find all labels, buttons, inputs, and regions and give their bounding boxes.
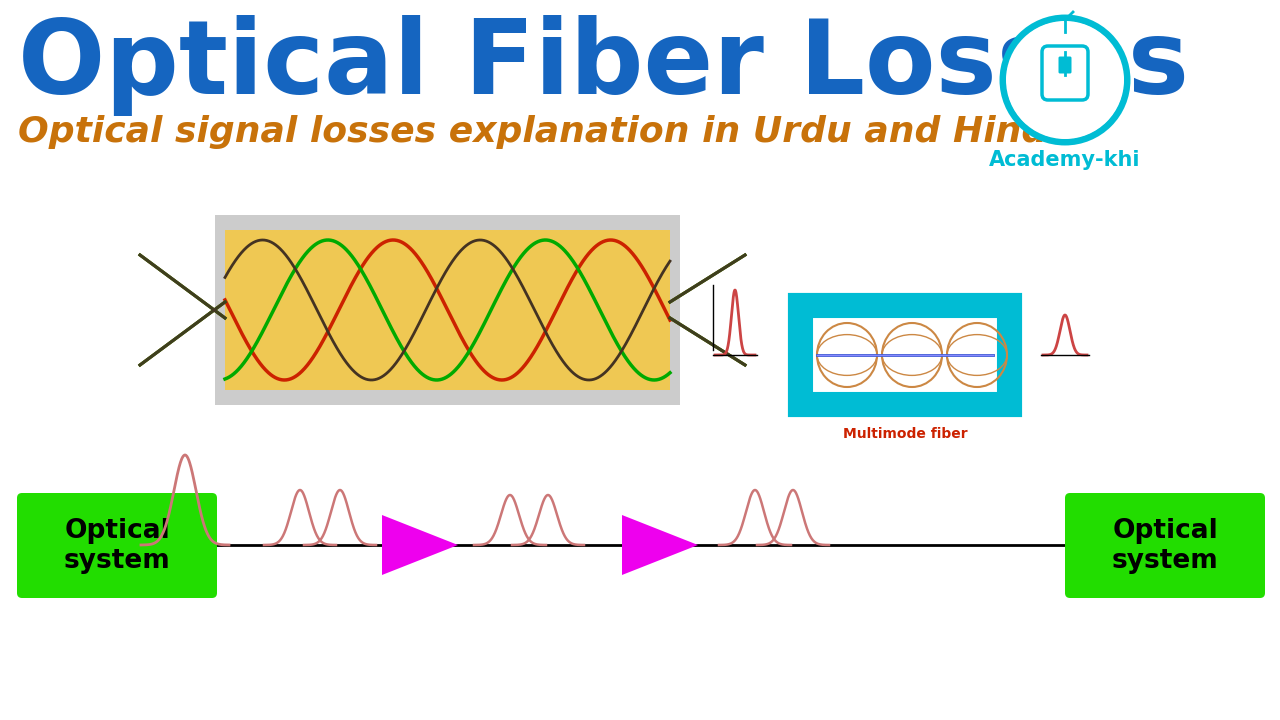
FancyBboxPatch shape [215,215,680,405]
FancyBboxPatch shape [812,317,998,393]
Polygon shape [622,515,698,575]
Text: Optical
system: Optical system [1111,518,1219,574]
FancyBboxPatch shape [225,230,669,390]
Circle shape [1006,21,1124,139]
Text: Multimode fiber: Multimode fiber [842,427,968,441]
FancyBboxPatch shape [1042,46,1088,100]
Text: Optical signal losses explanation in Urdu and Hindi: Optical signal losses explanation in Urd… [18,115,1060,149]
Polygon shape [381,515,458,575]
FancyBboxPatch shape [17,493,218,598]
Text: Academy-khi: Academy-khi [989,150,1140,170]
Text: Optical
system: Optical system [64,518,170,574]
FancyBboxPatch shape [790,295,1020,415]
FancyBboxPatch shape [1065,493,1265,598]
Text: Optical Fiber Losses: Optical Fiber Losses [18,15,1189,116]
FancyBboxPatch shape [1059,56,1071,73]
